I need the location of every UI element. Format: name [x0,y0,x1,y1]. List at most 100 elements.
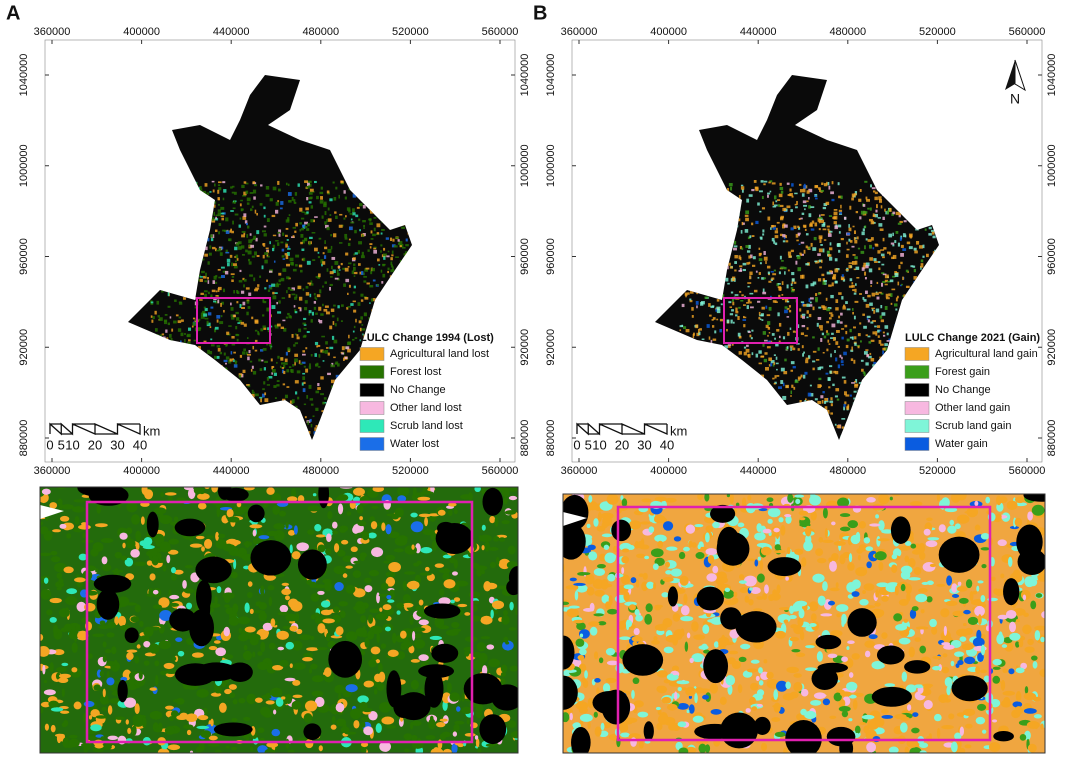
pixel [207,261,210,265]
pixel [864,436,868,440]
pixel [884,306,888,310]
pixel [317,424,322,429]
pixel [859,189,862,192]
pixel [909,310,913,315]
pixel [896,344,898,348]
pixel [320,418,324,421]
pixel [774,337,776,340]
pixel [225,217,229,222]
patch [412,630,416,641]
pixel [922,255,925,258]
pixel [284,362,288,365]
patch [451,571,458,576]
legend-label: Scrub land lost [390,420,463,432]
pixel [800,217,803,220]
pixel [402,221,405,226]
pixel [848,224,850,228]
patch [481,569,485,575]
pixel [281,255,285,258]
patch [337,494,349,502]
pixel [310,219,314,223]
pixel [329,286,331,291]
patch [483,580,492,592]
pixel [306,186,310,189]
pixel [685,214,690,217]
pixel [224,390,229,394]
pixel [228,360,232,364]
patch [340,726,350,734]
patch [229,539,241,545]
pixel [306,211,309,214]
pixel [230,307,234,311]
pixel [195,434,197,437]
pixel [853,315,856,320]
y-tick-label-right: 1000000 [519,144,531,187]
pixel [409,253,412,256]
pixel [700,373,704,377]
pixel [826,348,829,352]
pixel [791,423,795,428]
patch [71,642,78,654]
patch [386,725,397,729]
pixel [384,426,389,430]
pixel [255,287,260,290]
pixel [272,365,275,369]
pixel [759,262,762,265]
pixel [204,432,207,437]
pixel [245,351,248,355]
pixel [282,383,286,386]
patch [227,516,240,523]
pixel [914,344,918,347]
pixel [880,282,884,287]
pixel [243,323,247,327]
pixel [804,334,808,337]
pixel [353,271,358,275]
patch [244,512,249,519]
patch [74,515,80,525]
pixel [353,434,356,437]
pixel [872,190,876,193]
pixel [215,367,218,371]
pixel [687,241,692,246]
pixel [210,338,213,341]
pixel [808,304,813,307]
pixel [309,363,311,367]
pixel [889,415,894,417]
patch [207,743,220,747]
pixel [299,207,303,212]
patch [175,698,185,705]
pixel [823,183,828,187]
pixel [872,213,875,217]
pixel [170,344,173,347]
patch [125,719,129,725]
pixel [709,185,713,190]
pixel [841,426,844,429]
patch [173,569,184,575]
pixel [798,243,801,246]
pixel [821,305,825,309]
pixel [767,327,771,330]
pixel [325,224,329,229]
patch [315,534,326,538]
patch [73,632,78,643]
pixel [835,307,839,311]
pixel [719,394,722,399]
pixel [150,303,154,305]
pixel [716,318,719,321]
pixel [778,294,781,299]
pixel [726,429,730,433]
pixel [930,277,935,281]
pixel [902,198,907,202]
patch [418,513,431,518]
patch [41,488,51,495]
pixel [173,320,177,324]
pixel [883,406,887,410]
patch [360,615,367,623]
patch [263,502,269,508]
pixel [235,311,239,315]
pixel [252,181,256,184]
pixel [240,290,245,294]
pixel [264,252,269,255]
patch [312,493,317,497]
pixel [830,270,834,275]
